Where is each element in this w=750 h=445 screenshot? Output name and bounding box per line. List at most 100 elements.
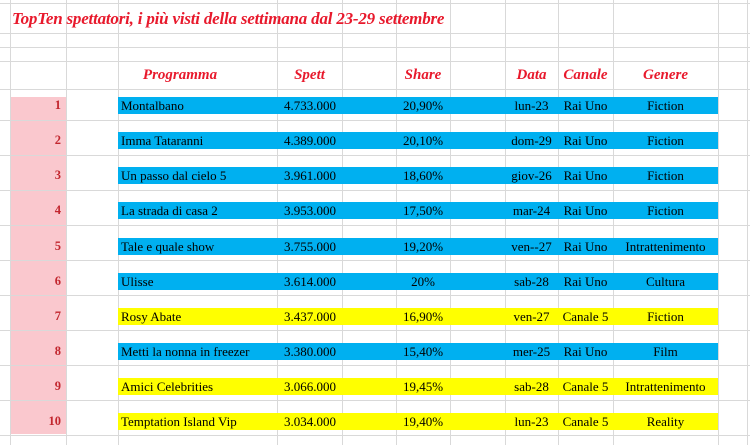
cell-genere[interactable]: Fiction xyxy=(647,133,684,148)
cell-canale[interactable]: Canale 5 xyxy=(562,309,609,324)
column-header-genere[interactable]: Genere xyxy=(643,67,688,83)
cell-share[interactable]: 19,40% xyxy=(402,414,444,429)
cell-programma[interactable]: Un passo dal cielo 5 xyxy=(121,168,227,183)
cell-spett[interactable]: 3.961.000 xyxy=(284,168,336,183)
grid-vline xyxy=(277,0,278,445)
cell-canale[interactable]: Canale 5 xyxy=(562,414,609,429)
rank-cell[interactable]: 6 xyxy=(54,274,61,288)
cell-canale[interactable]: Rai Uno xyxy=(563,168,608,183)
cell-spett[interactable]: 3.755.000 xyxy=(284,239,336,254)
cell-genere[interactable]: Fiction xyxy=(647,98,684,113)
cell-data[interactable]: ven-27 xyxy=(513,309,550,324)
cell-canale[interactable]: Rai Uno xyxy=(563,344,608,359)
row-highlight xyxy=(118,378,718,395)
cell-spett[interactable]: 3.066.000 xyxy=(284,379,336,394)
cell-share[interactable]: 19,45% xyxy=(402,379,444,394)
cell-canale[interactable]: Rai Uno xyxy=(563,274,608,289)
cell-share[interactable]: 17,50% xyxy=(402,203,444,218)
column-header-programma[interactable]: Programma xyxy=(142,67,218,83)
grid-hline xyxy=(0,47,750,48)
cell-programma[interactable]: Amici Celebrities xyxy=(121,379,214,394)
cell-programma[interactable]: Temptation Island Vip xyxy=(121,414,237,429)
rank-cell[interactable]: 9 xyxy=(54,379,61,393)
column-header-share[interactable]: Share xyxy=(404,67,442,83)
cell-data[interactable]: sab-28 xyxy=(514,274,549,289)
column-header-data[interactable]: Data xyxy=(516,67,547,83)
cell-programma[interactable]: La strada di casa 2 xyxy=(121,203,218,218)
cell-data[interactable]: sab-28 xyxy=(514,379,549,394)
cell-share[interactable]: 20% xyxy=(411,274,435,289)
cell-data[interactable]: dom-29 xyxy=(511,133,552,148)
cell-programma[interactable]: Tale e quale show xyxy=(121,239,215,254)
grid-hline xyxy=(0,61,750,62)
grid-hline xyxy=(0,260,750,261)
cell-canale[interactable]: Rai Uno xyxy=(563,98,608,113)
cell-spett[interactable]: 3.614.000 xyxy=(284,274,336,289)
grid-hline xyxy=(0,120,750,121)
cell-canale[interactable]: Rai Uno xyxy=(563,133,608,148)
grid-vline xyxy=(450,0,451,445)
grid-vline xyxy=(66,0,67,445)
grid-vline xyxy=(10,0,11,445)
grid-vline xyxy=(718,0,719,445)
rank-cell[interactable]: 5 xyxy=(54,239,61,253)
sheet-title[interactable]: TopTen spettatori, i più visti della set… xyxy=(12,9,445,28)
cell-programma[interactable]: Imma Tataranni xyxy=(121,133,204,148)
cell-genere[interactable]: Fiction xyxy=(647,168,684,183)
cell-share[interactable]: 20,10% xyxy=(402,133,444,148)
cell-genere[interactable]: Film xyxy=(653,344,678,359)
grid-hline xyxy=(0,365,750,366)
cell-data[interactable]: mar-24 xyxy=(512,203,551,218)
column-header-spett[interactable]: Spett xyxy=(294,67,325,83)
cell-share[interactable]: 20,90% xyxy=(402,98,444,113)
cell-canale[interactable]: Rai Uno xyxy=(563,239,608,254)
cell-programma[interactable]: Rosy Abate xyxy=(121,309,182,324)
row-highlight xyxy=(118,343,718,360)
grid-hline xyxy=(0,33,750,34)
grid-hline xyxy=(0,330,750,331)
cell-spett[interactable]: 3.034.000 xyxy=(284,414,336,429)
cell-data[interactable]: ven--27 xyxy=(511,239,552,254)
cell-spett[interactable]: 3.953.000 xyxy=(284,203,336,218)
cell-genere[interactable]: Fiction xyxy=(647,309,684,324)
cell-data[interactable]: giov-26 xyxy=(511,168,552,183)
grid-hline xyxy=(0,89,750,90)
cell-genere[interactable]: Fiction xyxy=(647,203,684,218)
cell-genere[interactable]: Cultura xyxy=(646,274,685,289)
cell-programma[interactable]: Montalbano xyxy=(121,98,184,113)
rank-cell[interactable]: 1 xyxy=(54,98,61,112)
grid-hline xyxy=(0,225,750,226)
cell-genere[interactable]: Intrattenimento xyxy=(625,379,706,394)
column-header-canale[interactable]: Canale xyxy=(563,67,608,83)
grid-hline xyxy=(0,435,750,436)
cell-canale[interactable]: Canale 5 xyxy=(562,379,609,394)
grid-hline xyxy=(0,400,750,401)
row-highlight xyxy=(118,413,718,430)
cell-share[interactable]: 16,90% xyxy=(402,309,444,324)
cell-spett[interactable]: 4.733.000 xyxy=(284,98,336,113)
cell-data[interactable]: lun-23 xyxy=(514,98,549,113)
cell-programma[interactable]: Ulisse xyxy=(121,274,154,289)
cell-genere[interactable]: Intrattenimento xyxy=(625,239,706,254)
rank-cell[interactable]: 8 xyxy=(54,344,61,358)
rank-cell[interactable]: 7 xyxy=(54,309,61,323)
cell-spett[interactable]: 3.437.000 xyxy=(284,309,336,324)
cell-spett[interactable]: 4.389.000 xyxy=(284,133,336,148)
row-highlight xyxy=(118,132,718,149)
rank-cell[interactable]: 2 xyxy=(54,133,61,147)
cell-data[interactable]: lun-23 xyxy=(514,414,549,429)
cell-share[interactable]: 15,40% xyxy=(402,344,444,359)
cell-canale[interactable]: Rai Uno xyxy=(563,203,608,218)
cell-genere[interactable]: Reality xyxy=(646,414,685,429)
grid-hline xyxy=(0,155,750,156)
rank-cell[interactable]: 4 xyxy=(54,203,61,217)
rank-cell[interactable]: 10 xyxy=(48,414,62,428)
cell-programma[interactable]: Metti la nonna in freezer xyxy=(121,344,250,359)
row-highlight xyxy=(118,273,718,290)
cell-data[interactable]: mer-25 xyxy=(512,344,551,359)
cell-share[interactable]: 18,60% xyxy=(402,168,444,183)
cell-spett[interactable]: 3.380.000 xyxy=(284,344,336,359)
cell-share[interactable]: 19,20% xyxy=(402,239,444,254)
rank-cell[interactable]: 3 xyxy=(54,168,61,182)
